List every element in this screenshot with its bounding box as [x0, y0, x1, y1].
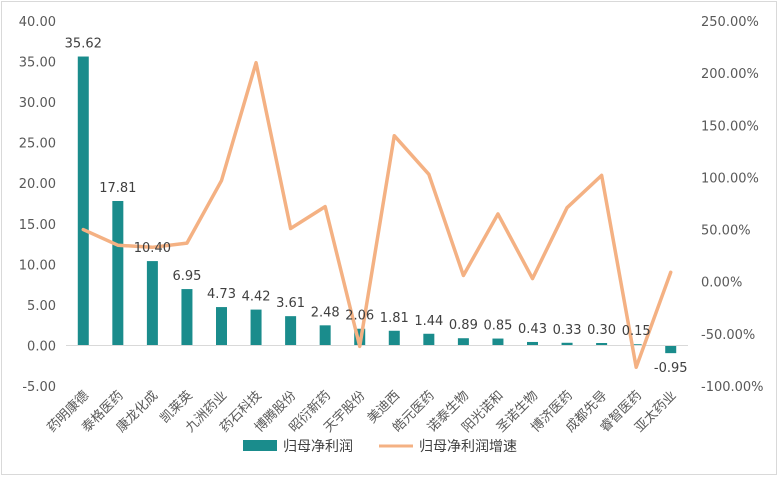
bar — [457, 338, 469, 346]
left-axis-tick-label: 20.00 — [19, 177, 56, 192]
right-axis-tick-label: 100.00% — [701, 171, 759, 186]
bar — [492, 338, 504, 346]
left-axis-tick-label: 15.00 — [19, 218, 56, 233]
bar — [216, 307, 227, 346]
left-axis-tick-label: 0.00 — [27, 339, 56, 354]
bar-data-label: -0.95 — [654, 361, 688, 376]
bar-data-label: 0.15 — [622, 324, 651, 339]
legend-line-label: 归母净利润增速 — [419, 438, 517, 455]
bar — [250, 309, 262, 346]
left-axis-tick-label: 30.00 — [19, 96, 56, 111]
bar-data-label: 10.40 — [134, 241, 171, 256]
bar-data-label: 2.06 — [345, 309, 374, 324]
left-axis-tick-label: 5.00 — [27, 299, 56, 314]
legend: 归母净利润 归母净利润增速 — [243, 438, 517, 455]
right-axis-tick-label: 50.00% — [701, 224, 751, 239]
right-axis-tick-label: -100.00% — [701, 380, 764, 395]
line-series — [81, 60, 673, 369]
left-axis-tick-label: 35.00 — [19, 56, 56, 71]
bar — [146, 261, 158, 346]
bar — [181, 289, 193, 346]
bar-data-label: 0.85 — [483, 319, 512, 334]
right-axis-tick-label: 200.00% — [701, 67, 759, 82]
bar-data-label: 2.48 — [311, 305, 340, 320]
category-labels: 药明康德泰格医药康龙化成凯莱英九洲药业药石科技博腾股份昭衍新药天宇股份美迪西皓元… — [44, 388, 680, 436]
bar-data-label: 1.81 — [380, 311, 409, 326]
bar-data-label: 1.44 — [414, 314, 443, 329]
bar-data-label: 0.33 — [553, 323, 582, 338]
growth-line — [81, 60, 673, 369]
bar-data-label: 3.61 — [276, 296, 305, 311]
bar — [630, 344, 642, 346]
right-axis-tick-label: -50.00% — [701, 328, 755, 343]
bar — [527, 341, 538, 346]
bar-data-label: 0.30 — [587, 323, 616, 338]
bar-data-label: 6.95 — [172, 269, 201, 284]
legend-bar-label: 归母净利润 — [283, 438, 353, 455]
left-axis: -5.00 0.00 5.00 10.00 15.00 20.00 25.00 30.00 35… — [19, 15, 56, 395]
right-axis: -100.00% -50.00% 0.00% 50.00% 100.00% 150.00%… — [701, 15, 764, 395]
left-axis-tick-label: 40.00 — [19, 15, 56, 30]
bar-data-label: 17.81 — [99, 181, 136, 196]
bar — [388, 330, 400, 346]
bar — [112, 200, 124, 346]
legend-bar-swatch — [243, 440, 277, 451]
bar — [285, 316, 297, 346]
right-axis-tick-label: 250.00% — [701, 15, 759, 30]
bar — [665, 345, 677, 354]
bar — [423, 333, 435, 346]
right-axis-tick-label: 0.00% — [701, 276, 742, 291]
bar — [77, 56, 89, 346]
bar-series — [77, 56, 677, 354]
bar-data-labels: 35.62 17.81 10.406.95 4.73 4.42 3.61 2.48 2.06 1… — [65, 37, 688, 377]
bar — [596, 343, 608, 346]
bar-data-label: 4.42 — [242, 290, 271, 305]
bar — [319, 325, 331, 346]
left-axis-tick-label: -5.00 — [22, 380, 56, 395]
bar-data-label: 0.43 — [518, 322, 547, 337]
left-axis-tick-label: 10.00 — [19, 258, 56, 273]
bar-data-label: 4.73 — [207, 287, 236, 302]
right-axis-tick-label: 150.00% — [701, 119, 759, 134]
bar-data-label: 35.62 — [65, 37, 102, 52]
bar-data-label: 0.89 — [449, 318, 478, 333]
bar — [561, 342, 573, 346]
left-axis-tick-label: 25.00 — [19, 137, 56, 152]
